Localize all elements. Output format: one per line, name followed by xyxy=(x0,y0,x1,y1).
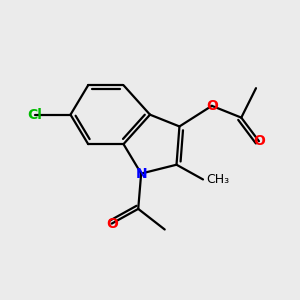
Text: CH₃: CH₃ xyxy=(206,173,229,186)
Text: O: O xyxy=(253,134,265,148)
Text: O: O xyxy=(206,99,218,113)
Text: N: N xyxy=(135,167,147,181)
Text: O: O xyxy=(106,217,118,231)
Text: Cl: Cl xyxy=(28,108,43,122)
